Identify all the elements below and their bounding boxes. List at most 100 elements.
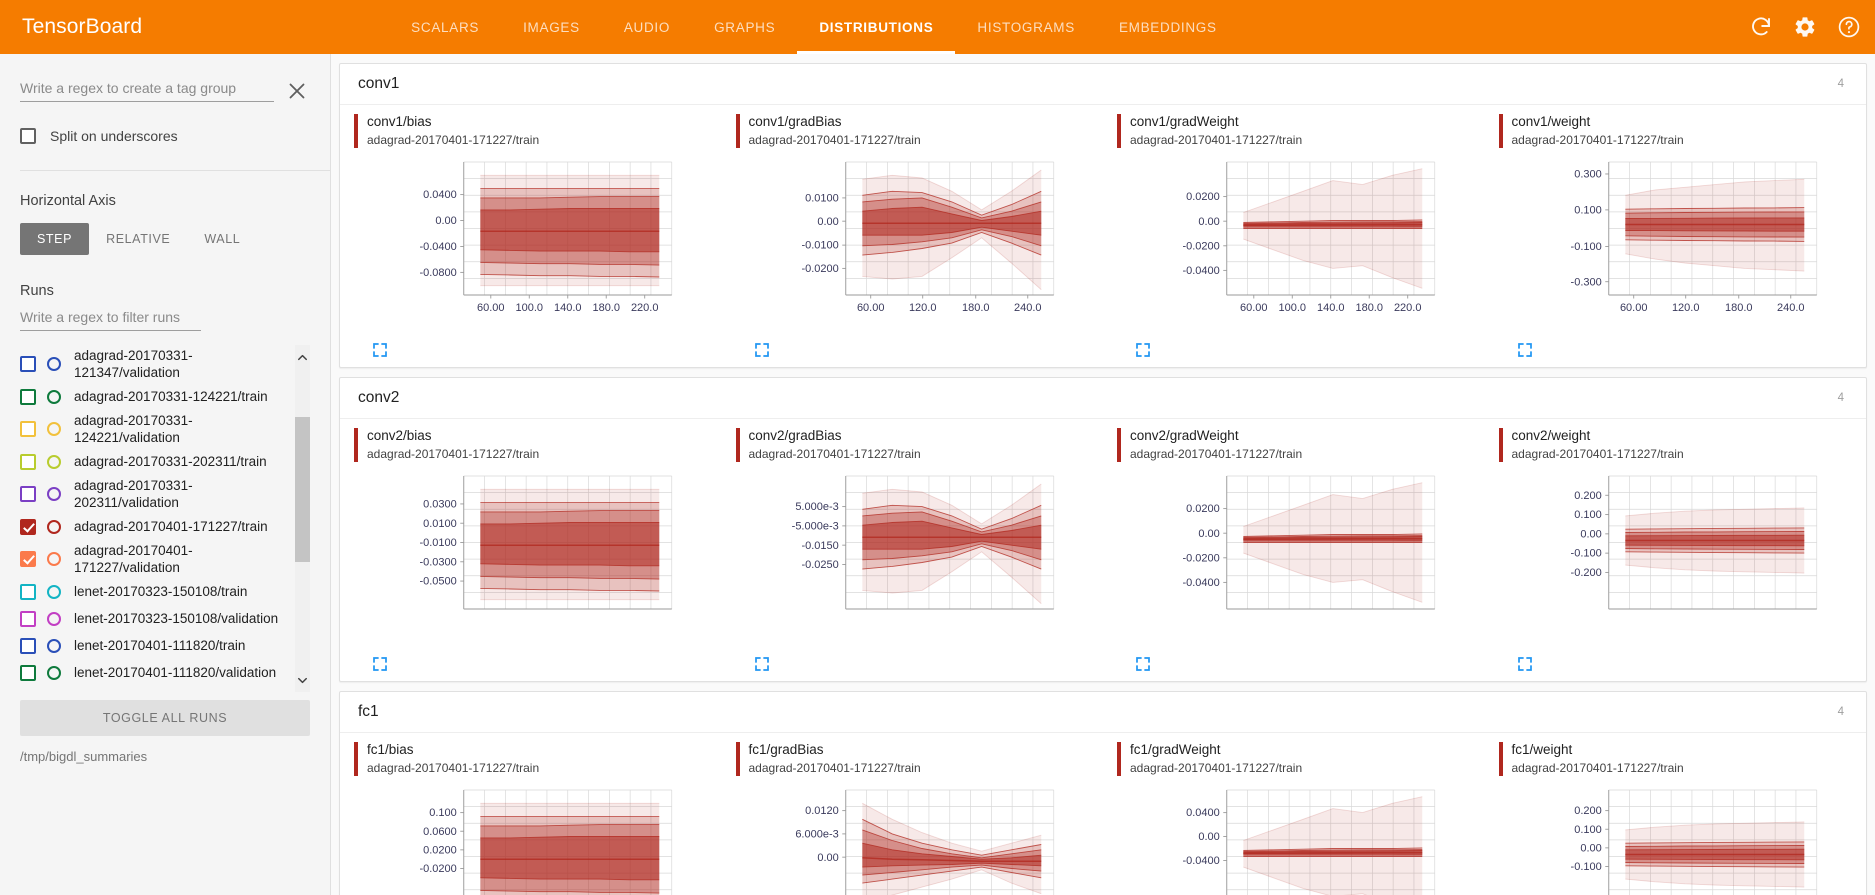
chart-canvas[interactable]: 0.200 0.100 0.00 -0.100 -0.200	[1499, 470, 1863, 650]
fullscreen-icon[interactable]	[1135, 656, 1481, 672]
distribution-plot[interactable]: 0.200 0.100 0.00 -0.100	[1499, 784, 1863, 895]
tag-group-regex-input[interactable]	[20, 78, 274, 102]
series-color-bar	[354, 428, 358, 462]
fullscreen-icon[interactable]	[754, 656, 1100, 672]
tag-group-header[interactable]: conv1 4	[340, 64, 1866, 105]
run-checkbox[interactable]	[20, 486, 36, 502]
run-item[interactable]: adagrad-20170331-124221/validation	[20, 410, 288, 448]
tab-embeddings[interactable]: EMBEDDINGS	[1118, 19, 1217, 35]
tab-histograms[interactable]: HISTOGRAMS	[977, 19, 1075, 35]
distribution-plot[interactable]: 0.0300 0.0100 -0.0100 -0.0300 -0.0500	[354, 470, 718, 645]
runs-scrollbar[interactable]	[295, 345, 310, 692]
run-item[interactable]: lenet-20170401-112317/train	[20, 686, 288, 692]
series-color-bar	[354, 742, 358, 776]
run-item[interactable]: adagrad-20170401-171227/train	[20, 513, 288, 540]
split-on-underscores-row[interactable]: Split on underscores	[20, 128, 310, 144]
run-checkbox[interactable]	[20, 664, 36, 681]
run-checkbox[interactable]	[20, 583, 36, 600]
tab-distributions[interactable]: DISTRIBUTIONS	[797, 0, 956, 54]
distribution-plot[interactable]: 0.0400 0.00 -0.0400 -0.0800 60.00 100.0 140.0 1…	[354, 156, 718, 331]
run-filter-input[interactable]	[20, 307, 201, 331]
gear-icon[interactable]	[1793, 15, 1817, 39]
fullscreen-icon[interactable]	[754, 342, 1100, 358]
run-item[interactable]: adagrad-20170331-124221/train	[20, 383, 288, 410]
fullscreen-icon[interactable]	[1135, 342, 1481, 358]
chart-canvas[interactable]: 5.000e-3 -5.000e-3 -0.0150 -0.0250	[736, 470, 1100, 650]
chart-canvas[interactable]: 0.0200 0.00 -0.0200 -0.0400 60.00 100.0 140.0 1…	[1117, 156, 1481, 336]
run-color-dot[interactable]	[47, 357, 61, 371]
run-checkbox[interactable]	[20, 610, 36, 627]
distribution-plot[interactable]: 0.100 0.0600 0.0200 -0.0200	[354, 784, 718, 895]
toggle-all-runs-button[interactable]: TOGGLE ALL RUNS	[20, 700, 310, 736]
distribution-plot[interactable]: 0.0120 6.000e-3 0.00	[736, 784, 1100, 895]
run-color-dot[interactable]	[47, 665, 61, 680]
distribution-plot[interactable]: 0.200 0.100 0.00 -0.100 -0.200	[1499, 470, 1863, 645]
run-color-dot[interactable]	[47, 638, 61, 653]
help-icon[interactable]	[1837, 15, 1861, 39]
run-item[interactable]: lenet-20170323-150108/validation	[20, 605, 288, 632]
run-item[interactable]: lenet-20170401-111820/validation	[20, 659, 288, 686]
chart-canvas[interactable]: 0.300 0.100 -0.100 -0.300 60.00 120.0 180.0 240…	[1499, 156, 1863, 336]
run-checkbox[interactable]	[20, 453, 36, 470]
refresh-icon[interactable]	[1749, 15, 1773, 39]
run-color-dot[interactable]	[47, 454, 61, 469]
run-checkbox[interactable]	[20, 356, 36, 372]
run-color-dot[interactable]	[47, 584, 61, 599]
chart-canvas[interactable]: 0.0300 0.0100 -0.0100 -0.0300 -0.0500	[354, 470, 718, 650]
chart-canvas[interactable]: 0.0200 0.00 -0.0200 -0.0400	[1117, 470, 1481, 650]
tab-audio[interactable]: AUDIO	[623, 19, 671, 35]
chart-canvas[interactable]: 0.0400 0.00 -0.0400	[1117, 784, 1481, 895]
series-color-bar	[1117, 114, 1121, 148]
chevron-up-icon[interactable]	[295, 345, 310, 369]
run-item[interactable]: adagrad-20170401-171227/validation	[20, 540, 288, 578]
chevron-down-icon[interactable]	[295, 668, 310, 692]
distribution-plot[interactable]: 0.300 0.100 -0.100 -0.300 60.00 120.0 180.0 240…	[1499, 156, 1863, 331]
run-color-dot[interactable]	[47, 422, 61, 436]
chart-canvas[interactable]: 0.0120 6.000e-3 0.00	[736, 784, 1100, 895]
run-item[interactable]: lenet-20170401-111820/train	[20, 632, 288, 659]
y-axis-tick-label: 0.200	[1574, 490, 1602, 502]
fullscreen-icon[interactable]	[1517, 342, 1863, 358]
percentile-line	[480, 273, 660, 278]
distribution-plot[interactable]: 0.0200 0.00 -0.0200 -0.0400 60.00 100.0 140.0 1…	[1117, 156, 1481, 331]
chart-canvas[interactable]: 0.200 0.100 0.00 -0.100	[1499, 784, 1863, 895]
tab-scalars[interactable]: SCALARS	[411, 19, 480, 35]
chart-canvas[interactable]: 0.0100 0.00 -0.0100 -0.0200 60.00 120.0 180.0 2…	[736, 156, 1100, 336]
distribution-plot[interactable]: 0.0400 0.00 -0.0400	[1117, 784, 1481, 895]
run-checkbox[interactable]	[20, 421, 36, 437]
percentile-line	[1624, 865, 1804, 868]
run-item[interactable]: adagrad-20170331-202311/validation	[20, 475, 288, 513]
run-color-dot[interactable]	[47, 389, 61, 404]
run-item[interactable]: adagrad-20170331-121347/validation	[20, 345, 288, 383]
tag-group-header[interactable]: conv2 4	[340, 378, 1866, 419]
run-checkbox[interactable]	[20, 691, 36, 692]
distribution-plot[interactable]: 0.0200 0.00 -0.0200 -0.0400	[1117, 470, 1481, 645]
tab-graphs[interactable]: GRAPHS	[714, 19, 776, 35]
fullscreen-icon[interactable]	[372, 656, 718, 672]
fullscreen-icon[interactable]	[1517, 656, 1863, 672]
run-checkbox[interactable]	[20, 388, 36, 405]
tab-images[interactable]: IMAGES	[523, 19, 580, 35]
horizontal-axis-step[interactable]: STEP	[20, 223, 90, 255]
y-axis-tick-label: 0.200	[1574, 805, 1602, 817]
run-color-dot[interactable]	[47, 487, 61, 501]
run-color-dot[interactable]	[47, 552, 61, 566]
close-icon[interactable]	[284, 78, 310, 104]
split-on-underscores-checkbox[interactable]	[20, 128, 36, 144]
horizontal-axis-relative[interactable]: RELATIVE	[106, 232, 171, 246]
run-item[interactable]: lenet-20170323-150108/train	[20, 578, 288, 605]
runs-scrollbar-thumb[interactable]	[295, 417, 310, 562]
tag-group-header[interactable]: fc1 4	[340, 692, 1866, 733]
distribution-plot[interactable]: 0.0100 0.00 -0.0100 -0.0200 60.00 120.0 180.0 2…	[736, 156, 1100, 331]
chart-canvas[interactable]: 0.0400 0.00 -0.0400 -0.0800 60.00 100.0 140.0 1…	[354, 156, 718, 336]
run-color-dot[interactable]	[47, 611, 61, 626]
chart-canvas[interactable]: 0.100 0.0600 0.0200 -0.0200	[354, 784, 718, 895]
run-checkbox[interactable]	[20, 551, 36, 567]
distribution-plot[interactable]: 5.000e-3 -5.000e-3 -0.0150 -0.0250	[736, 470, 1100, 645]
horizontal-axis-wall[interactable]: WALL	[204, 232, 241, 246]
run-color-dot[interactable]	[47, 519, 61, 534]
run-checkbox[interactable]	[20, 637, 36, 654]
run-checkbox[interactable]	[20, 518, 36, 535]
run-item[interactable]: adagrad-20170331-202311/train	[20, 448, 288, 475]
fullscreen-icon[interactable]	[372, 342, 718, 358]
